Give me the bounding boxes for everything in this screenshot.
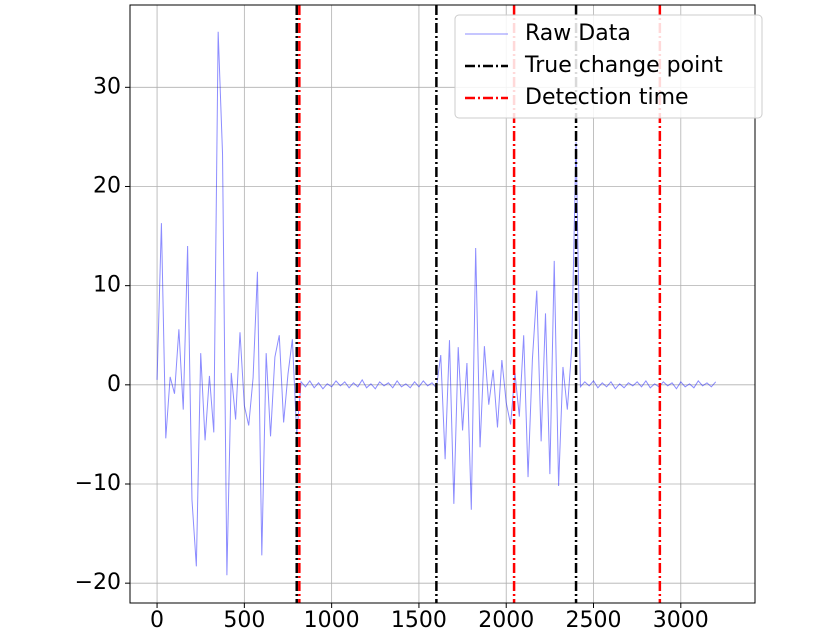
- y-tick-label: −10: [75, 471, 121, 496]
- x-tick-label: 2000: [478, 608, 534, 633]
- x-tick-label: 3000: [653, 608, 709, 633]
- x-tick-label: 0: [150, 608, 164, 633]
- x-tick-label: 2500: [566, 608, 622, 633]
- y-tick-label: 10: [93, 273, 121, 298]
- x-tick-label: 500: [223, 608, 265, 633]
- legend-box: [454, 14, 763, 119]
- legend-label: Raw Data: [525, 21, 631, 46]
- legend-label: Detection time: [525, 85, 689, 110]
- y-tick-label: 20: [93, 173, 121, 198]
- legend-label: True change point: [524, 53, 723, 78]
- y-tick-label: 0: [107, 372, 121, 397]
- y-tick-label: 30: [93, 74, 121, 99]
- x-tick-label: 1500: [391, 608, 447, 633]
- x-tick-label: 1000: [304, 608, 360, 633]
- plot-frame: [129, 4, 756, 604]
- y-tick-label: −20: [75, 570, 121, 595]
